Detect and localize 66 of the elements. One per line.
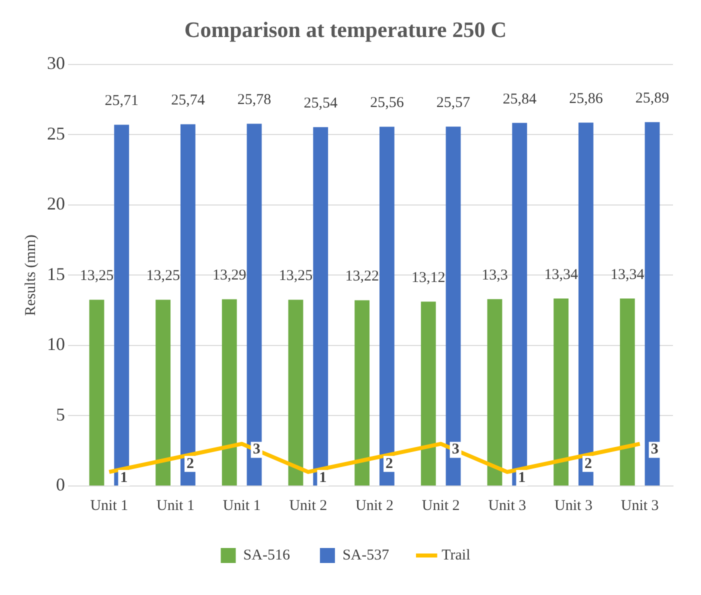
data-label: 1 [319,470,327,486]
data-label: 1 [120,470,128,486]
legend-label: SA-537 [342,547,390,564]
data-label: 2 [584,456,592,472]
bar [379,126,394,486]
bar [222,299,237,486]
y-tick-label: 5 [56,404,65,424]
y-tick-label: 0 [56,474,65,495]
x-tick-label: Unit 2 [356,498,394,514]
bar [446,126,461,486]
data-label: 25,57 [436,95,471,112]
y-tick-label: 30 [47,53,65,74]
data-label: 13,25 [278,268,313,284]
x-tick-label: Unit 1 [156,498,194,514]
legend-label: SA-516 [243,547,290,564]
x-tick-label: Unit 2 [422,498,460,514]
data-label: 13,34 [610,266,645,283]
bar [313,127,328,486]
bar [180,124,196,486]
data-label: 25,71 [104,93,138,110]
bar [288,300,304,486]
data-label: 13,25 [80,268,114,284]
x-tick-label: Unit 1 [222,498,261,514]
bar [578,122,594,486]
data-label: 3 [452,442,460,458]
data-label: 25,89 [635,90,670,107]
data-label: 13,3 [482,268,508,284]
x-tick-label: Unit 1 [90,498,128,514]
y-tick-label: 15 [47,264,65,284]
data-label: 13,29 [212,268,246,284]
bar [89,300,104,486]
data-label: 25,78 [237,92,272,108]
data-label: 25,84 [502,91,537,108]
bar [420,302,436,486]
x-tick-label: Unit 3 [554,498,592,514]
data-label: 13,12 [412,270,446,286]
x-tick-label: Unit 3 [488,498,526,514]
data-label: 25,56 [370,95,404,112]
bar [114,124,130,486]
data-label: 25,74 [171,92,206,109]
y-tick-label: 10 [47,334,65,354]
legend-label: Trail [442,547,470,564]
x-tick-label: Unit 2 [289,498,328,514]
data-label: 2 [186,456,194,472]
data-label: 3 [650,442,658,458]
bar [512,122,528,486]
bar [554,298,569,486]
data-label: 13,34 [544,266,578,283]
chart-title: Comparison at temperature 250 C [184,16,507,42]
data-label: 13,25 [146,268,180,284]
data-label: 2 [386,456,393,472]
y-tick-label: 25 [47,123,65,144]
data-label: 13,22 [345,268,379,285]
bar [620,298,635,486]
data-label: 3 [252,442,260,458]
data-label: 25,54 [304,96,338,112]
bar [246,124,262,486]
data-label: 25,86 [569,91,604,108]
y-tick-label: 20 [47,194,65,214]
y-axis-title: Results (mm) [22,234,39,316]
bar [644,122,660,486]
bar [354,300,370,486]
x-tick-label: Unit 3 [620,498,659,514]
bar [156,300,171,486]
bar [487,299,502,486]
data-label: 1 [518,470,526,486]
